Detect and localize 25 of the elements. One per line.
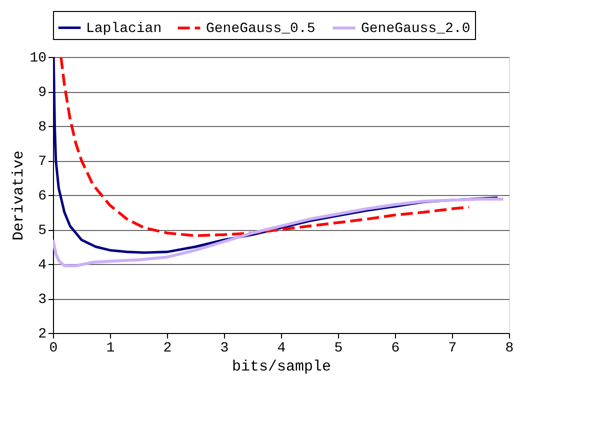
line-series [60,57,470,238]
x-tick-label: 1 [106,340,115,356]
y-tick-label: 3 [38,292,46,308]
x-tick-label: 0 [49,340,58,356]
y-tick-label: 6 [38,188,46,204]
y-tick-label: 10 [30,50,46,66]
legend-label: GeneGauss_2.0 [361,21,470,37]
y-tick-label: 7 [38,154,46,170]
y-tick-label: 8 [38,120,46,136]
x-tick-label: 2 [163,340,172,356]
y-tick-label: 9 [38,85,46,101]
legend-label: Laplacian [86,20,162,37]
legend-label: GeneGauss_0.5 [206,21,316,37]
x-tick-label: 5 [334,340,343,356]
y-axis-title: Derivative [10,150,28,241]
line-series [53,198,505,268]
x-tick-label: 7 [448,340,457,356]
y-tick-label: 4 [38,258,46,274]
x-tick-label: 3 [220,340,229,356]
x-tick-label: 6 [391,340,400,356]
x-tick-label: 8 [505,340,514,356]
y-tick-label: 5 [38,223,46,239]
x-tick-label: 4 [277,340,286,356]
y-tick-label: 2 [38,326,46,342]
x-axis-title: bits/sample [232,358,332,376]
